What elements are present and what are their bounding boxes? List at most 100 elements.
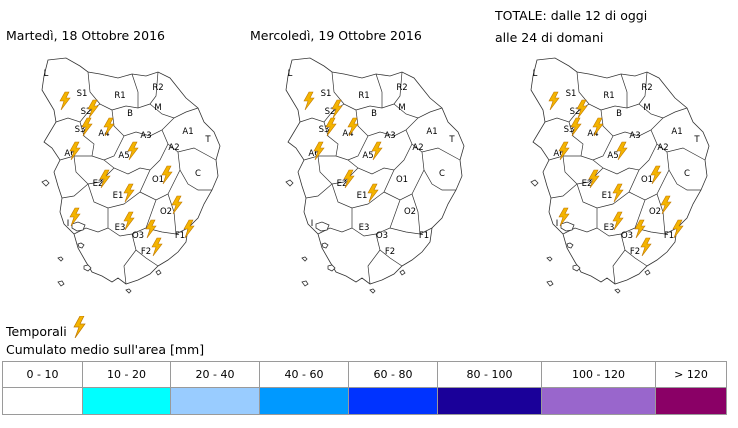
- zone-border: [177, 151, 212, 191]
- zone-label: O2: [160, 207, 172, 217]
- zone-label: R2: [396, 83, 407, 93]
- zone-label: I: [311, 219, 314, 229]
- zone-label: A3: [384, 131, 395, 141]
- zone-border: [389, 227, 433, 235]
- zone-label: A2: [168, 143, 179, 153]
- island: [71, 221, 86, 232]
- lightning-bolt-icon: [145, 219, 157, 239]
- zone-label: T: [693, 135, 700, 145]
- scale-swatch: [259, 387, 349, 415]
- island: [41, 179, 50, 187]
- zone-border: [411, 193, 421, 235]
- lightning-bolt-icon: [59, 91, 71, 111]
- zone-label: C: [684, 169, 690, 179]
- zone-border: [305, 183, 333, 199]
- zone-label: T: [448, 135, 455, 145]
- lightning-bolt-icon: [612, 211, 624, 231]
- zone-label: R2: [152, 83, 163, 93]
- zone-border: [383, 169, 425, 201]
- scale-label: 0 - 10: [2, 361, 83, 388]
- scale-label: 40 - 60: [259, 361, 349, 388]
- lightning-bolt-icon: [343, 169, 355, 189]
- lightning-bolt-icon: [123, 211, 135, 231]
- zone-border: [355, 103, 395, 111]
- zone-label: S3: [75, 125, 86, 135]
- island: [546, 280, 554, 287]
- island: [57, 280, 65, 287]
- island: [301, 256, 308, 262]
- zone-border: [628, 169, 670, 201]
- lightning-bolt-icon: [371, 141, 383, 161]
- lightning-bolt-icon: [640, 237, 652, 257]
- zone-label: A1: [182, 127, 193, 137]
- zone-label: F1: [175, 231, 185, 241]
- scale-swatch: [2, 387, 83, 415]
- lightning-bolt-icon: [616, 141, 628, 161]
- zone-label: O1: [396, 175, 408, 185]
- zone-label: C: [195, 169, 201, 179]
- island: [614, 288, 621, 294]
- zone-label: M: [154, 103, 161, 113]
- zone-label: A4: [342, 129, 353, 139]
- island: [83, 264, 92, 272]
- zone-border: [620, 73, 628, 108]
- zone-label: R2: [641, 83, 652, 93]
- map-title-day1: Martedì, 18 Ottobre 2016: [6, 28, 165, 43]
- zone-label: B: [371, 109, 377, 119]
- scale-label: 100 - 120: [541, 361, 656, 388]
- zone-label: S3: [564, 125, 575, 135]
- lightning-bolt-icon: [558, 207, 570, 227]
- lightning-bolt-icon: [634, 219, 646, 239]
- scale-swatch: [437, 387, 542, 415]
- zone-label: A6: [553, 149, 564, 159]
- map-title-total-line2: alle 24 di domani: [495, 30, 604, 45]
- map-day2: L S1 S2 S3 R1 R2 B M A4 A3 A1 A2 T A6 A5 O1 C E2 E1 O2 I E3 O3…: [272, 52, 467, 294]
- zone-border: [367, 249, 381, 285]
- zone-label: A4: [98, 129, 109, 139]
- zone-label: O1: [152, 175, 164, 185]
- lightning-bolt-icon: [588, 169, 600, 189]
- lightning-bolt-icon: [127, 141, 139, 161]
- zone-border: [139, 169, 181, 201]
- island: [321, 242, 329, 249]
- legend-temporali: Temporali: [6, 315, 87, 339]
- lightning-bolt-icon: [99, 169, 111, 189]
- zone-label: R1: [603, 91, 614, 101]
- zone-border: [638, 71, 648, 105]
- zone-label: E3: [115, 223, 126, 233]
- island: [125, 288, 132, 294]
- zone-label: C: [439, 169, 445, 179]
- zone-label: S3: [319, 125, 330, 135]
- lightning-bolt-icon: [123, 183, 135, 203]
- zone-label: S2: [81, 107, 92, 117]
- zone-border: [544, 103, 602, 123]
- zone-label: L: [44, 69, 49, 79]
- island: [560, 221, 575, 232]
- zone-border: [111, 103, 151, 111]
- lightning-bolt-icon: [313, 141, 325, 161]
- zone-border: [61, 183, 89, 199]
- scale-swatch: [82, 387, 171, 415]
- lightning-bolt-icon: [570, 117, 582, 137]
- map-day1: L S1 S2 S3 R1 R2 B M A4 A3 A1 A2 T A6 A5 O1 C E2 E1 O2 I E3 O3…: [28, 52, 223, 294]
- lightning-bolt-icon: [367, 183, 379, 203]
- island: [369, 288, 376, 294]
- zone-label: E1: [602, 191, 613, 201]
- lightning-bolt-icon: [69, 207, 81, 227]
- zone-border: [666, 151, 701, 191]
- zone-border: [87, 169, 151, 209]
- island: [530, 179, 539, 187]
- lightning-bolt-icon: [103, 117, 115, 137]
- zone-label: S1: [566, 89, 577, 99]
- scale-label: 10 - 20: [82, 361, 171, 388]
- island: [57, 256, 64, 262]
- lightning-bolt-icon: [612, 183, 624, 203]
- scale-swatch: [541, 387, 656, 415]
- scale-label: 20 - 40: [170, 361, 260, 388]
- lightning-bolt-icon: [81, 117, 93, 137]
- zone-label: A3: [140, 131, 151, 141]
- zone-label: F2: [141, 247, 151, 257]
- zone-label: S1: [77, 89, 88, 99]
- zone-border: [299, 103, 357, 123]
- lightning-bolt-icon: [171, 195, 183, 215]
